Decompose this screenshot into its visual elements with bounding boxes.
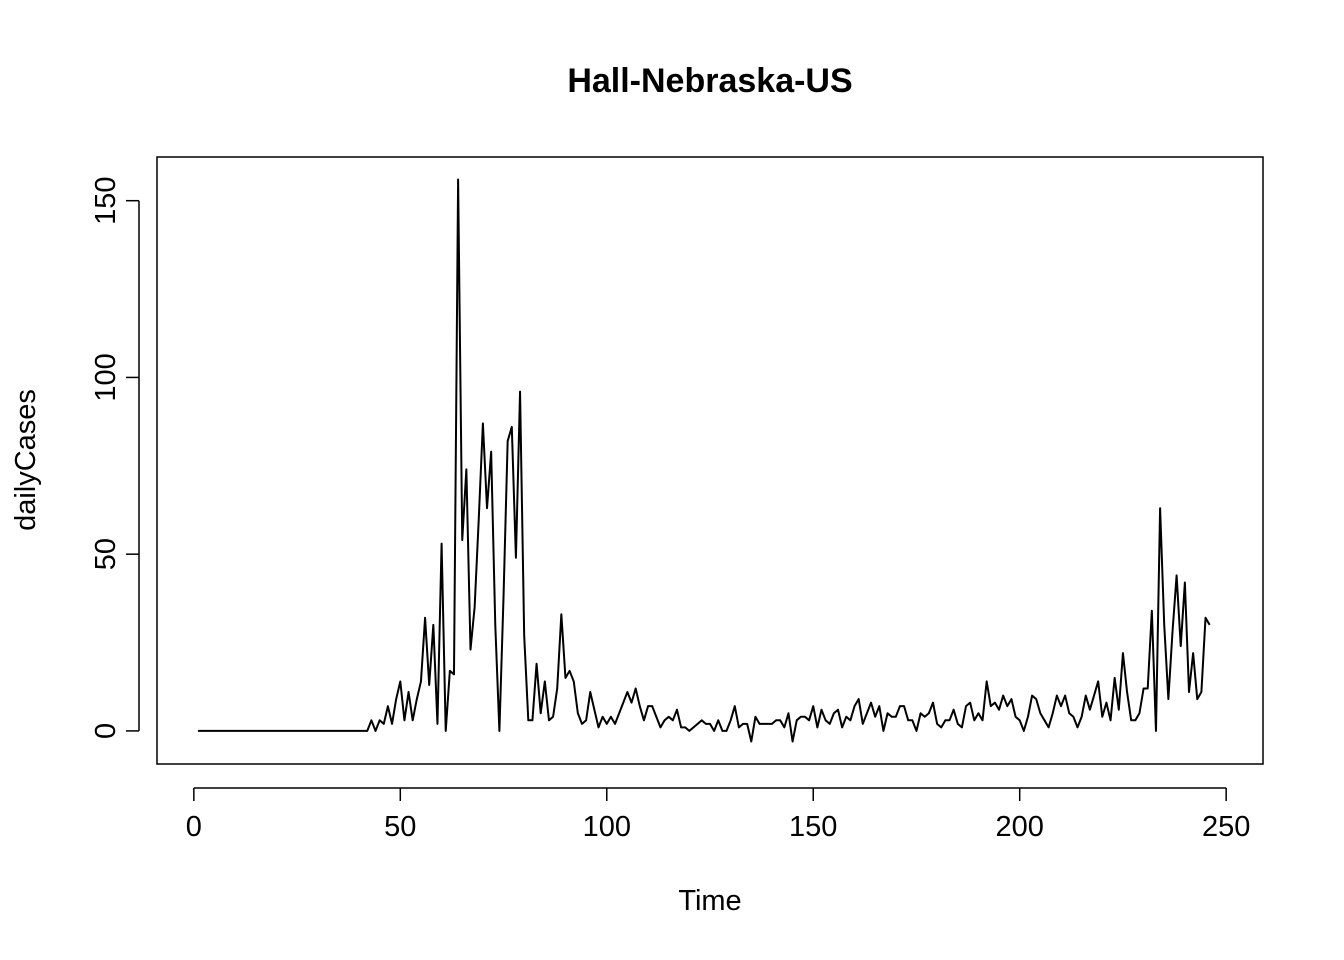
y-tick-label: 150 — [90, 176, 122, 224]
y-axis-title: dailyCases — [10, 389, 42, 531]
x-axis-title: Time — [678, 885, 741, 917]
x-tick-label: 250 — [1202, 811, 1250, 843]
y-tick-label: 0 — [90, 723, 122, 739]
chart-title: Hall-Nebraska-US — [567, 62, 852, 100]
series-line-daily-cases — [197, 178, 1211, 743]
x-tick-label: 200 — [996, 811, 1044, 843]
x-tick-label: 50 — [384, 811, 416, 843]
x-tick-label: 0 — [186, 811, 202, 843]
y-axis: 0 50 100 150 — [90, 176, 140, 739]
plot-frame — [156, 156, 1264, 765]
y-tick-label: 50 — [90, 538, 122, 570]
x-axis: 0 50 100 150 200 250 — [186, 787, 1250, 843]
y-tick-label: 100 — [90, 353, 122, 401]
x-tick-label: 150 — [789, 811, 837, 843]
x-tick-label: 100 — [583, 811, 631, 843]
